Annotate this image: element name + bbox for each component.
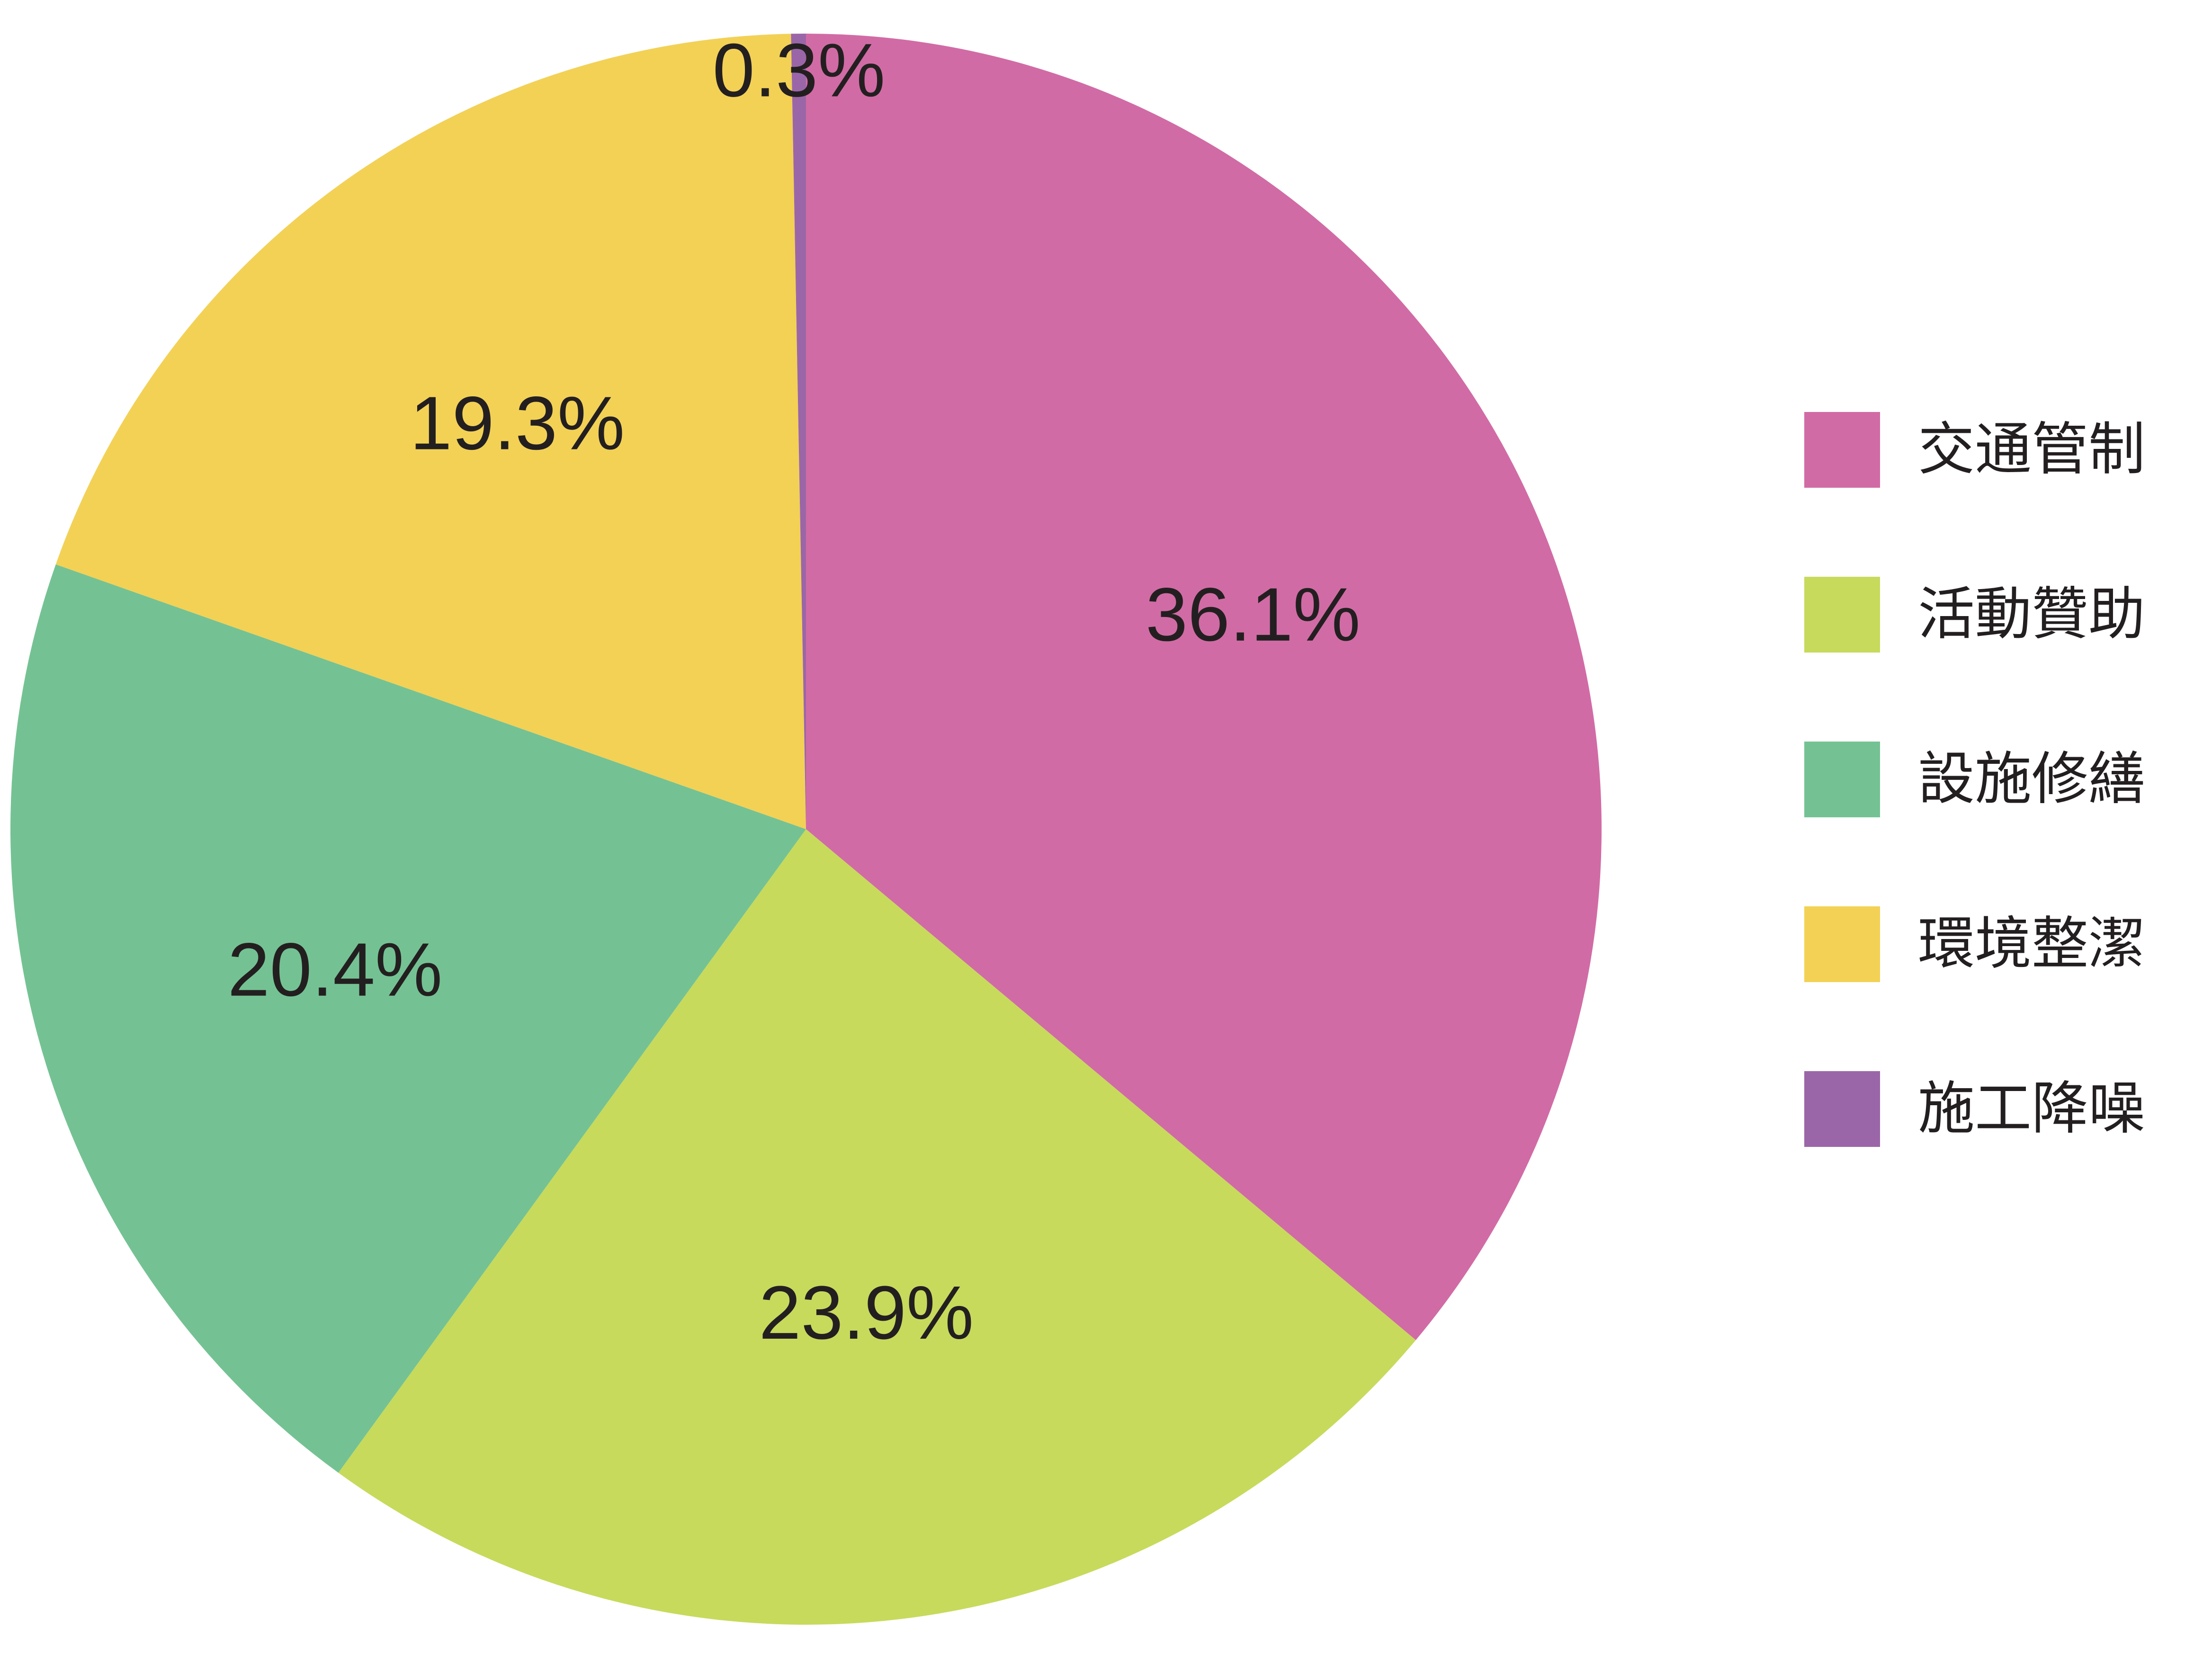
legend-label: 環境整潔 bbox=[1918, 911, 2145, 977]
legend-label: 設施修繕 bbox=[1918, 746, 2145, 812]
pie-slice bbox=[55, 34, 806, 829]
pie-slice-labels: 36.1% 23.9% 20.4% 19.3% 0.3% bbox=[228, 27, 1361, 1355]
legend-swatch bbox=[1804, 577, 1880, 653]
pie-slice-value-label: 23.9% bbox=[759, 1270, 974, 1355]
legend-label: 活動贊助 bbox=[1918, 581, 2145, 647]
legend-item: 施工降噪 bbox=[1804, 1071, 2193, 1147]
legend-swatch bbox=[1804, 412, 1880, 488]
legend-label: 交通管制 bbox=[1918, 417, 2145, 483]
pie-slice-value-label: 19.3% bbox=[410, 381, 625, 465]
pie-slices bbox=[10, 34, 1602, 1625]
pie-slice-value-label: 36.1% bbox=[1146, 572, 1361, 657]
legend-swatch bbox=[1804, 742, 1880, 817]
legend-item: 設施修繕 bbox=[1804, 742, 2193, 817]
pie-slice bbox=[10, 564, 806, 1473]
legend-swatch bbox=[1804, 906, 1880, 982]
legend-item: 環境整潔 bbox=[1804, 906, 2193, 982]
legend: 交通管制 活動贊助 設施修繕 環境整潔 施工降噪 bbox=[1804, 412, 2193, 1236]
legend-item: 交通管制 bbox=[1804, 412, 2193, 488]
legend-item: 活動贊助 bbox=[1804, 577, 2193, 653]
pie-slice-value-label: 20.4% bbox=[228, 927, 443, 1012]
pie-slice bbox=[806, 34, 1602, 1340]
legend-label: 施工降噪 bbox=[1918, 1076, 2145, 1142]
pie-slice-value-label: 0.3% bbox=[713, 27, 886, 112]
pie-slice bbox=[338, 829, 1416, 1625]
pie-slice bbox=[791, 34, 806, 829]
legend-swatch bbox=[1804, 1071, 1880, 1147]
